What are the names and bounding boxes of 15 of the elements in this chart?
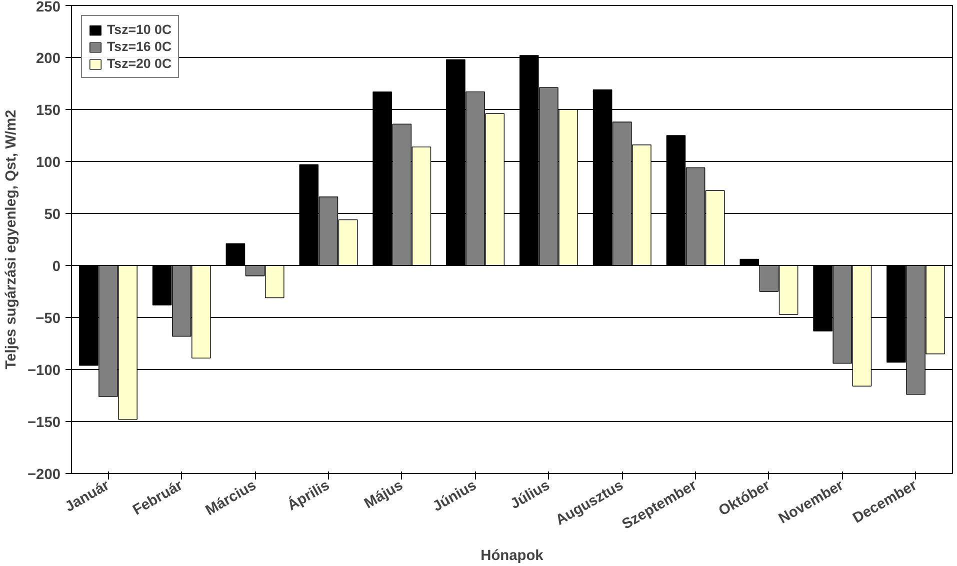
y-tick-label: 200 xyxy=(36,51,61,67)
y-tick-label: −100 xyxy=(27,363,61,379)
y-tick-label: −50 xyxy=(36,311,61,327)
legend-label: Tsz=20 0C xyxy=(107,56,172,71)
legend-label: Tsz=16 0C xyxy=(107,39,172,54)
x-axis-title: Hónapok xyxy=(480,548,544,564)
y-tick-label: −150 xyxy=(27,415,61,431)
y-axis-title: Teljes sugárzási egyenleg, Qst, W/m2 xyxy=(3,110,20,370)
y-tick-label: 50 xyxy=(44,207,61,223)
y-tick-label: −200 xyxy=(27,467,61,483)
y-tick-label: 100 xyxy=(36,155,61,171)
legend-label: Tsz=10 0C xyxy=(107,22,172,37)
y-tick-label: 250 xyxy=(36,0,61,16)
y-tick-label: 150 xyxy=(36,103,61,119)
y-tick-label: 0 xyxy=(52,259,61,275)
